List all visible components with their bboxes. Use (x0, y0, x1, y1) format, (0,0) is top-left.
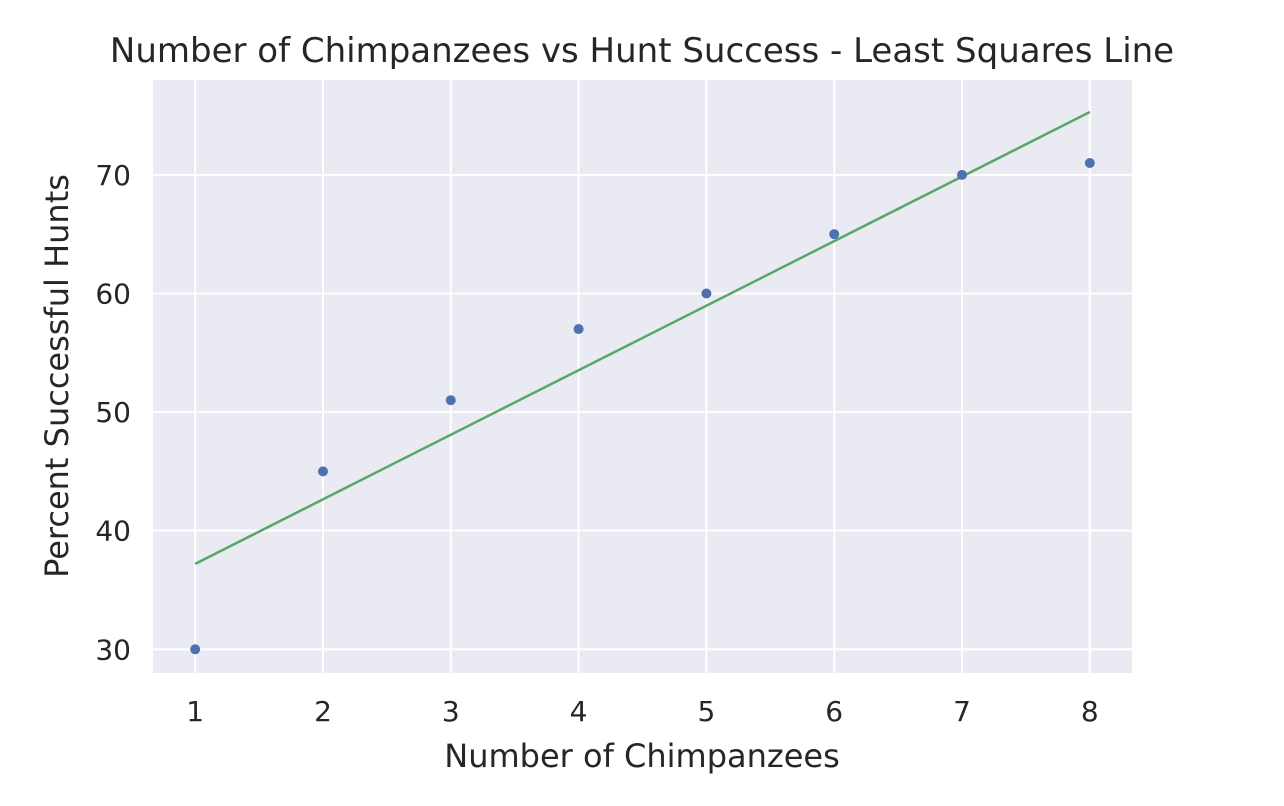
x-tick-label-6: 7 (953, 695, 971, 728)
data-point-6 (957, 169, 968, 180)
y-axis-label: Percent Successful Hunts (38, 174, 76, 578)
scatter-points (190, 158, 1095, 655)
y-tick-label-1: 40 (95, 515, 131, 548)
data-point-0 (190, 644, 201, 655)
plot-area (153, 80, 1132, 673)
y-tick-labels: 30 40 50 60 70 (95, 159, 131, 666)
fit-line-layer (194, 110, 1091, 566)
x-tick-label-1: 2 (314, 695, 332, 728)
data-point-1 (317, 466, 328, 477)
x-tick-label-4: 5 (697, 695, 715, 728)
data-point-4 (701, 288, 712, 299)
x-tick-label-3: 4 (570, 695, 588, 728)
y-tick-label-3: 60 (95, 277, 131, 310)
data-point-3 (573, 324, 584, 335)
x-tick-label-0: 1 (186, 695, 204, 728)
x-axis-label: Number of Chimpanzees (444, 737, 839, 775)
x-tick-label-2: 3 (442, 695, 460, 728)
gridlines (153, 80, 1132, 673)
y-tick-label-2: 50 (95, 396, 131, 429)
least-squares-line (194, 110, 1091, 566)
data-point-2 (445, 395, 456, 406)
data-point-5 (829, 229, 840, 240)
x-tick-label-5: 6 (825, 695, 843, 728)
y-tick-label-4: 70 (95, 159, 131, 192)
x-tick-label-7: 8 (1081, 695, 1099, 728)
data-point-7 (1084, 158, 1095, 169)
x-tick-labels: 1 2 3 4 5 6 7 8 (186, 695, 1098, 728)
chart-title: Number of Chimpanzees vs Hunt Success - … (110, 31, 1174, 71)
y-tick-label-0: 30 (95, 633, 131, 666)
